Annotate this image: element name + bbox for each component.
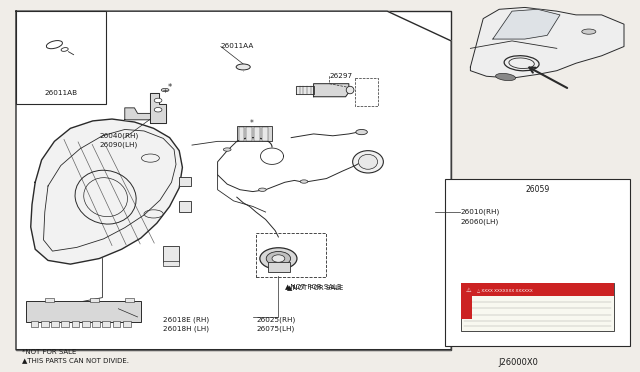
Ellipse shape (495, 73, 516, 81)
Ellipse shape (300, 180, 308, 183)
Text: ⚠: ⚠ (466, 288, 472, 293)
Bar (239, 127, 244, 141)
Circle shape (154, 108, 162, 112)
Ellipse shape (582, 29, 596, 34)
Bar (262, 127, 268, 141)
Bar (102, 321, 110, 327)
Text: 26010(RH): 26010(RH) (461, 209, 500, 215)
Text: 26040(RH): 26040(RH) (99, 132, 138, 139)
Text: *NOT FOR SALE: *NOT FOR SALE (22, 349, 77, 355)
Text: 26018H (LH): 26018H (LH) (163, 325, 209, 332)
Circle shape (154, 98, 162, 103)
Polygon shape (125, 108, 150, 120)
Bar (268, 262, 290, 272)
Polygon shape (296, 86, 314, 94)
Bar (92, 321, 100, 327)
Ellipse shape (272, 255, 285, 262)
Bar (445, 179, 630, 346)
Bar (461, 283, 614, 296)
Ellipse shape (353, 151, 383, 173)
Polygon shape (31, 119, 182, 264)
Bar (31, 321, 38, 327)
Bar (113, 321, 120, 327)
Bar (179, 201, 191, 212)
Bar (61, 321, 69, 327)
Ellipse shape (161, 89, 169, 92)
Bar (254, 127, 260, 141)
Bar (125, 298, 134, 302)
Text: 26060(LH): 26060(LH) (461, 218, 499, 225)
Bar (90, 298, 99, 302)
Bar (246, 127, 252, 141)
Text: J26000X0: J26000X0 (499, 358, 538, 367)
Text: ▲THIS PARTS CAN NOT DIVIDE.: ▲THIS PARTS CAN NOT DIVIDE. (22, 357, 129, 363)
Text: △ XXXX XXXXXXX XXXXXX: △ XXXX XXXXXXX XXXXXX (477, 288, 532, 292)
Text: 26090(LH): 26090(LH) (99, 142, 138, 148)
Text: *: * (250, 119, 253, 128)
Bar (163, 261, 179, 266)
Polygon shape (314, 84, 349, 97)
Bar (82, 321, 90, 327)
Bar (41, 321, 49, 327)
Text: *: * (168, 83, 172, 92)
Polygon shape (470, 7, 624, 78)
Bar (26, 301, 141, 322)
Text: ▲NOT FOR SALE: ▲NOT FOR SALE (287, 284, 343, 290)
Text: 26297: 26297 (330, 73, 353, 79)
Ellipse shape (356, 129, 367, 135)
Text: 26011AA: 26011AA (221, 44, 254, 49)
Polygon shape (493, 9, 560, 39)
Polygon shape (16, 11, 451, 350)
Text: 26025(RH): 26025(RH) (256, 317, 295, 323)
Ellipse shape (266, 251, 291, 266)
Bar (72, 321, 79, 327)
Text: 26018E (RH): 26018E (RH) (163, 317, 209, 323)
Bar (237, 126, 272, 141)
Text: 26059: 26059 (525, 185, 550, 194)
Bar (163, 246, 179, 262)
Polygon shape (150, 93, 166, 123)
Bar (461, 296, 472, 319)
Ellipse shape (223, 148, 231, 151)
Bar (51, 321, 59, 327)
Bar (256, 232, 326, 277)
Bar (16, 11, 106, 104)
Bar (16, 11, 451, 350)
Text: 26011AB: 26011AB (44, 90, 77, 96)
Bar (179, 177, 191, 186)
Ellipse shape (260, 248, 297, 269)
Text: 26075(LH): 26075(LH) (256, 325, 294, 332)
Bar (45, 298, 54, 302)
Ellipse shape (346, 86, 354, 94)
Bar (123, 321, 131, 327)
Text: ▲NOT FOR SALE: ▲NOT FOR SALE (285, 283, 341, 289)
Ellipse shape (259, 188, 266, 191)
Ellipse shape (358, 154, 378, 169)
Ellipse shape (236, 64, 250, 70)
Bar (461, 283, 614, 331)
